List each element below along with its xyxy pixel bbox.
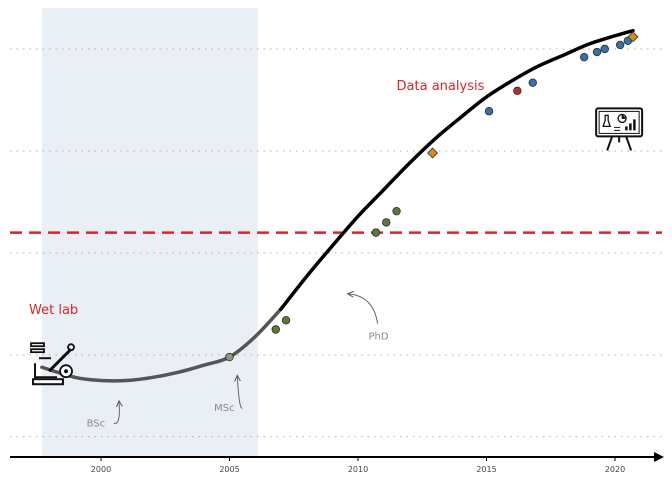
data-point xyxy=(528,78,537,87)
data-point xyxy=(271,325,280,334)
annotation-label: PhD xyxy=(369,332,389,343)
data-point xyxy=(592,47,602,57)
data-point xyxy=(579,52,589,62)
data-point xyxy=(225,352,234,362)
trajectory-line-late xyxy=(279,28,635,311)
region-label: Wet lab xyxy=(29,303,78,318)
presentation-board-icon xyxy=(595,107,644,151)
data-point-diamond xyxy=(427,147,439,159)
data-point xyxy=(382,218,391,227)
data-point xyxy=(392,206,401,216)
x-tick-label: 2015 xyxy=(476,465,496,474)
annotation-arrow xyxy=(237,375,243,409)
annotation-label: BSc xyxy=(87,418,106,429)
data-point-diamond xyxy=(627,31,639,43)
data-point xyxy=(615,40,625,50)
annotation-arrow xyxy=(348,294,379,324)
microscope-lab-icon xyxy=(30,342,75,386)
annotation-arrow xyxy=(113,401,120,424)
data-point xyxy=(513,86,522,96)
data-point xyxy=(281,316,291,325)
data-point xyxy=(371,228,381,237)
x-tick-label: 2020 xyxy=(605,465,625,474)
annotation-label: MSc xyxy=(214,403,234,414)
trajectory-line-early xyxy=(40,307,283,383)
region-label: Data analysis xyxy=(397,79,485,94)
x-tick-label: 2010 xyxy=(348,465,368,474)
data-point xyxy=(484,107,494,116)
x-tick-label: 2005 xyxy=(219,465,239,474)
x-tick-label: 2000 xyxy=(91,465,111,474)
data-point xyxy=(600,44,609,54)
